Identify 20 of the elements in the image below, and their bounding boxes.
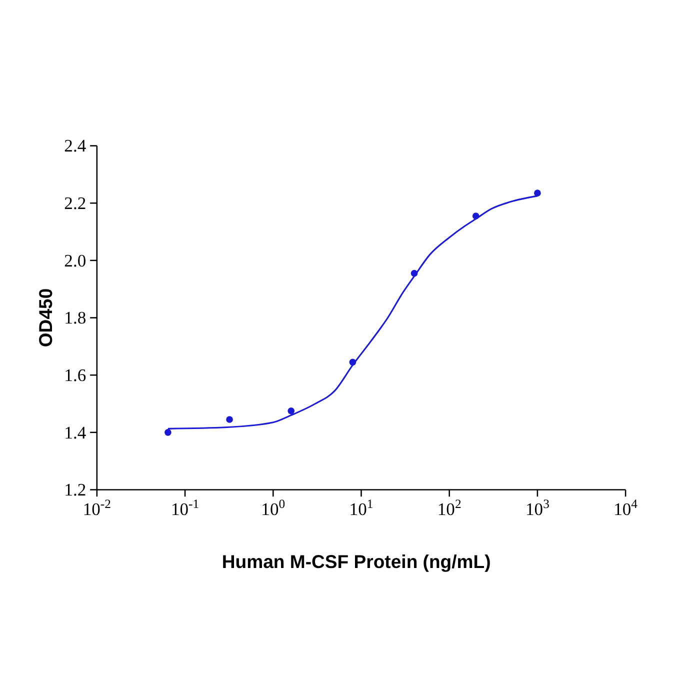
point: [164, 428, 172, 436]
point: [226, 416, 233, 423]
y-axis-title: OD450: [34, 288, 56, 348]
point: [534, 190, 541, 196]
y-tick-label: 2.0: [64, 250, 86, 270]
point: [288, 407, 295, 414]
x-axis-title: Human M-CSF Protein (ng/mL): [222, 550, 491, 572]
x-tick-label: 10$^{1}$: [349, 497, 374, 520]
x-tick-label: 10$^{4}$: [614, 497, 638, 520]
x-tick-label: 10$^{-1}$: [170, 497, 200, 520]
y-tick-label: 2.4: [64, 136, 86, 156]
y-tick-label: 1.2: [64, 480, 86, 500]
y-tick-label: 1.4: [64, 422, 86, 442]
y-tick-label: 2.2: [64, 192, 86, 213]
y-tick-label: 1.6: [64, 364, 86, 385]
x-tick-label: 10$^{-2}$: [82, 497, 111, 520]
x-tick-label: 10$^{0}$: [261, 497, 286, 520]
x-tick-label: 10$^{3}$: [525, 497, 550, 520]
y-tick-label: 1.8: [64, 308, 86, 328]
x-tick-label: 10$^{2}$: [437, 497, 462, 520]
